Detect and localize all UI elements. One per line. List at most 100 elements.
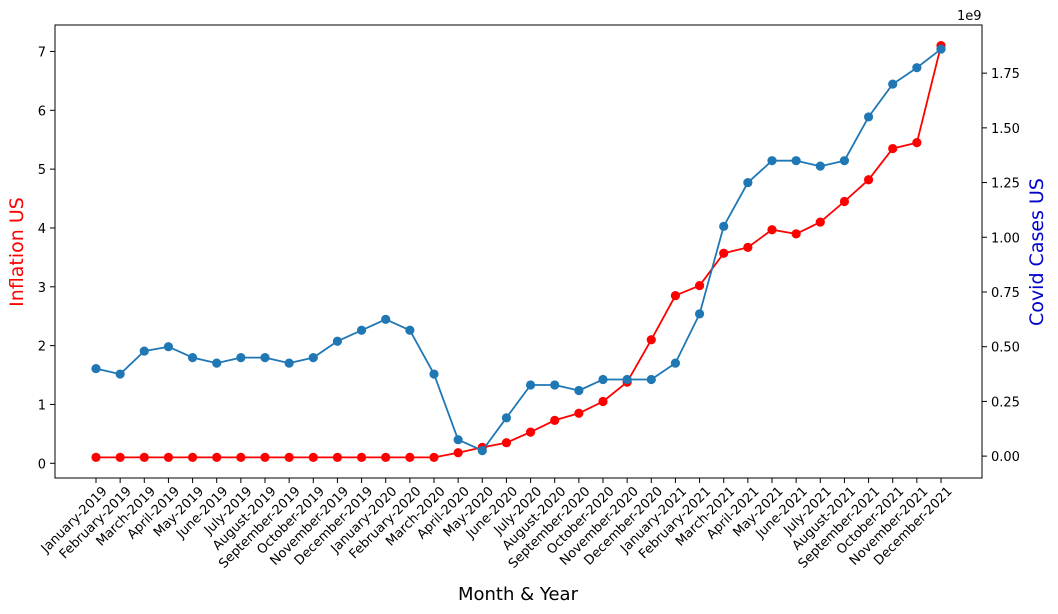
data-point — [550, 380, 560, 390]
data-point — [356, 325, 367, 335]
left-tick-label: 3 — [38, 281, 46, 296]
plot-border — [54, 24, 983, 479]
data-point — [839, 156, 850, 166]
data-point — [429, 369, 439, 379]
right-tick-label: 1.25 — [991, 177, 1020, 192]
data-point — [429, 452, 439, 463]
data-point — [863, 175, 874, 185]
left-axis-title: Inflation US — [6, 197, 28, 307]
data-point — [888, 79, 898, 89]
data-point — [115, 452, 125, 463]
right-tick-label: 1.00 — [991, 231, 1020, 246]
data-point — [260, 452, 270, 463]
left-tick-label: 2 — [38, 340, 46, 355]
data-point — [453, 435, 463, 445]
data-point — [356, 452, 367, 463]
data-point — [115, 369, 125, 379]
left-tick-label: 7 — [38, 45, 46, 60]
data-point — [525, 380, 536, 390]
right-tick-label: 1.50 — [991, 122, 1020, 137]
data-point — [308, 353, 318, 363]
left-tick-label: 0 — [38, 457, 46, 472]
data-point — [212, 358, 222, 368]
data-point — [550, 415, 560, 425]
data-point — [501, 438, 512, 448]
data-point — [694, 281, 705, 291]
series-inflation — [91, 40, 946, 463]
data-point — [839, 196, 850, 207]
data-point — [260, 353, 270, 363]
data-point — [912, 138, 922, 148]
data-point — [284, 358, 294, 368]
series-line — [95, 48, 942, 452]
left-tick-label: 5 — [38, 163, 46, 178]
right-tick-label: 0.75 — [991, 286, 1020, 301]
left-tick-label: 4 — [38, 222, 46, 237]
data-point — [719, 248, 729, 258]
data-point — [139, 346, 149, 356]
series-line — [96, 45, 942, 459]
right-tick-label: 0.25 — [991, 395, 1020, 410]
data-point — [477, 446, 487, 456]
data-point — [139, 452, 149, 463]
data-point — [574, 408, 584, 418]
series-layer — [91, 40, 946, 463]
series-covid-cases — [91, 44, 946, 456]
data-point — [381, 452, 391, 463]
data-point — [767, 156, 777, 166]
data-point — [622, 374, 632, 385]
right-axis-multiplier: 1e9 — [957, 9, 982, 24]
data-point — [453, 448, 463, 458]
right-tick-label: 0.00 — [991, 450, 1020, 465]
data-point — [163, 452, 174, 463]
data-point — [332, 452, 343, 463]
data-point — [815, 161, 825, 171]
left-tick-label: 6 — [38, 104, 46, 119]
right-tick-label: 1.75 — [991, 67, 1020, 82]
data-point — [694, 309, 705, 319]
data-point — [212, 452, 222, 463]
data-point — [91, 452, 101, 463]
x-axis-title: Month & Year — [458, 584, 579, 605]
data-point — [815, 217, 825, 227]
data-point — [236, 353, 246, 363]
data-point — [91, 363, 101, 374]
data-point — [743, 177, 753, 188]
data-point — [381, 314, 391, 324]
data-point — [163, 342, 174, 352]
data-point — [791, 156, 801, 166]
data-point — [767, 225, 777, 235]
data-point — [598, 396, 608, 407]
data-point — [574, 385, 584, 396]
data-point — [187, 452, 198, 463]
data-point — [936, 44, 946, 54]
data-point — [501, 413, 512, 423]
data-point — [670, 291, 681, 301]
data-point — [646, 374, 656, 385]
plot-frame — [54, 24, 983, 479]
data-point — [332, 336, 343, 346]
data-point — [743, 242, 753, 252]
data-point — [670, 358, 681, 368]
data-point — [525, 427, 536, 437]
data-point — [236, 452, 246, 463]
data-point — [405, 452, 415, 463]
data-point — [187, 353, 198, 363]
data-point — [308, 452, 318, 463]
data-point — [598, 374, 608, 385]
left-axis-ticks: 0 1 2 3 4 5 6 7 — [38, 45, 55, 472]
right-tick-label: 0.50 — [991, 341, 1020, 356]
data-point — [405, 325, 415, 335]
data-point — [912, 63, 922, 73]
right-axis-title: Covid Cases US — [1026, 178, 1048, 326]
left-tick-label: 1 — [38, 398, 46, 413]
data-point — [791, 229, 801, 239]
right-axis-ticks: 0.00 0.25 0.50 0.75 1.00 1.25 1.50 1.75 — [982, 67, 1020, 465]
data-point — [863, 112, 874, 122]
data-point — [284, 452, 294, 463]
data-point — [646, 335, 656, 345]
data-point — [888, 143, 898, 154]
x-axis-ticks: January-2019February-2019March-2019April… — [38, 478, 956, 572]
data-point — [719, 221, 729, 231]
